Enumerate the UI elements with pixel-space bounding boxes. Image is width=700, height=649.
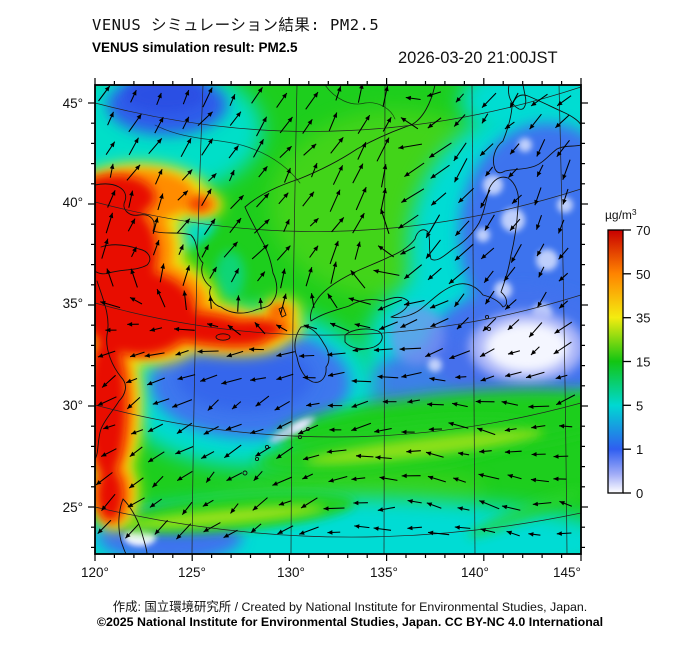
cb-label-0: 0 [636, 486, 643, 501]
latitude-labels: 45° 40° 35° 30° 25° [63, 96, 83, 515]
longitude-labels: 120° 125° 130° 135° 140° 145° [81, 565, 581, 580]
lat-label-30: 30° [63, 398, 83, 413]
lat-label-45: 45° [63, 96, 83, 111]
page-title-japanese: VENUS シミュレーション結果: PM2.5 [92, 16, 380, 34]
lat-label-25: 25° [63, 500, 83, 515]
cb-label-1: 1 [636, 442, 643, 457]
page-title-english: VENUS simulation result: PM2.5 [92, 40, 298, 55]
colorbar-gradient [607, 229, 624, 494]
lon-label-145: 145° [553, 565, 581, 580]
cb-label-35: 35 [636, 311, 650, 326]
lon-label-135: 135° [370, 565, 398, 580]
cb-label-5: 5 [636, 398, 643, 413]
lon-label-120: 120° [81, 565, 109, 580]
credit-line: 作成: 国立環境研究所 / Created by National Instit… [112, 600, 588, 614]
colorbar-labels: 70 50 35 15 5 1 0 [636, 223, 650, 501]
cb-label-15: 15 [636, 355, 650, 370]
colorbar: µg/m3 70 50 35 15 5 1 0 [605, 207, 650, 501]
lat-label-35: 35° [63, 296, 83, 311]
colorbar-ticks [623, 229, 631, 494]
axis-ticks [88, 78, 588, 561]
grid-lines [95, 85, 581, 554]
pm25-concentration-field [95, 85, 581, 554]
lon-label-125: 125° [178, 565, 206, 580]
timestamp: 2026-03-20 21:00JST [398, 49, 558, 67]
license-line: ©2025 National Institute for Environment… [96, 615, 604, 629]
lon-label-140: 140° [461, 565, 489, 580]
cb-label-70: 70 [636, 223, 650, 238]
colorbar-unit: µg/m3 [605, 207, 637, 222]
lat-label-40: 40° [63, 195, 83, 210]
low-value-speckles [428, 138, 573, 372]
lon-label-130: 130° [277, 565, 305, 580]
map-border [94, 84, 582, 555]
wind-vectors [95, 85, 576, 540]
cb-label-50: 50 [636, 267, 650, 282]
map-plot-area: 45° 40° 35° 30° 25° 120° 125° 130° 135° … [63, 78, 588, 580]
